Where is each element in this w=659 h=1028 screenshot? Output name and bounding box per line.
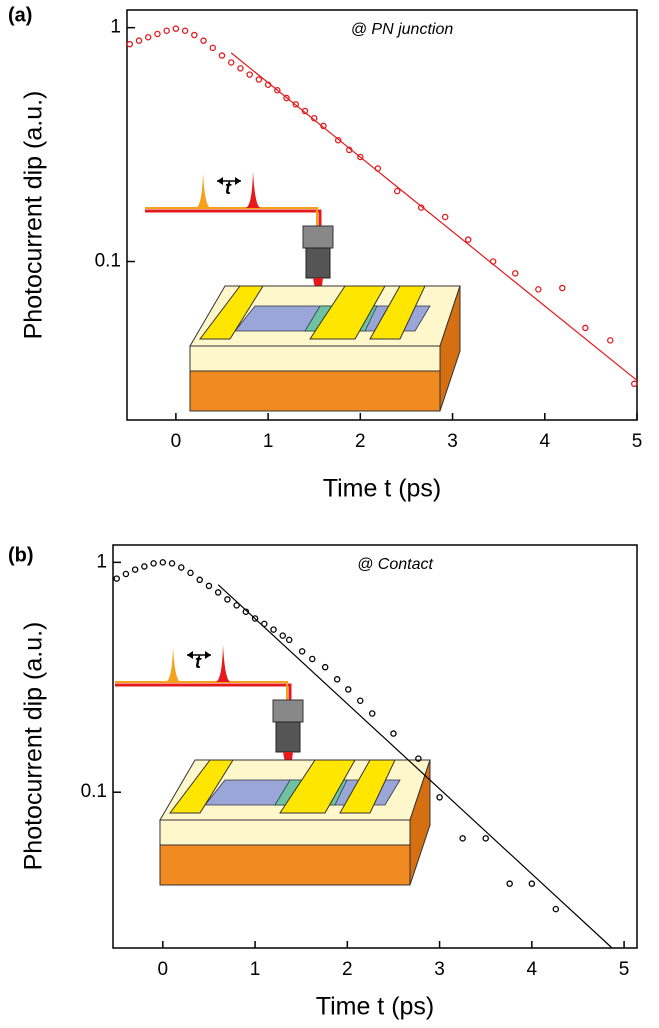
- data-point: [146, 35, 151, 40]
- x-tick-label: 3: [447, 431, 458, 452]
- data-point: [583, 325, 588, 330]
- panel-label: (a): [8, 4, 32, 26]
- data-point: [553, 907, 558, 912]
- data-point: [536, 287, 541, 292]
- data-point: [136, 38, 141, 43]
- data-point: [197, 577, 202, 582]
- data-point: [287, 637, 292, 642]
- data-point: [507, 881, 512, 886]
- data-point: [192, 32, 197, 37]
- data-point: [460, 836, 465, 841]
- plot-frame: [113, 545, 637, 948]
- data-point: [335, 677, 340, 682]
- data-point: [437, 795, 442, 800]
- y-axis-label: Photocurrent dip (a.u.): [20, 622, 48, 871]
- y-axis-label: Photocurrent dip (a.u.): [20, 91, 48, 340]
- panel-label: (b): [8, 544, 34, 566]
- data-point: [133, 567, 138, 572]
- data-point: [114, 576, 119, 581]
- data-point: [219, 53, 224, 58]
- data-point: [271, 627, 276, 632]
- x-tick-label: 0: [171, 431, 182, 452]
- data-point: [160, 560, 165, 565]
- data-point: [164, 28, 169, 33]
- x-tick-label: 3: [434, 959, 445, 980]
- data-point: [206, 583, 211, 588]
- data-point: [183, 28, 188, 33]
- x-tick-label: 2: [342, 959, 353, 980]
- data-point: [201, 38, 206, 43]
- inset-illustration: [115, 645, 430, 885]
- data-point: [560, 285, 565, 290]
- data-point: [127, 42, 132, 47]
- data-point: [151, 561, 156, 566]
- y-tick-label: 0.1: [95, 251, 121, 272]
- data-point: [346, 687, 351, 692]
- data-point: [608, 338, 613, 343]
- annotation: @ PN junction: [351, 21, 454, 38]
- data-point: [155, 31, 160, 36]
- y-tick-label: 1: [110, 17, 121, 38]
- data-point: [179, 565, 184, 570]
- data-point: [229, 60, 234, 65]
- data-point: [238, 66, 243, 71]
- data-point: [310, 656, 315, 661]
- x-tick-label: 4: [527, 959, 538, 980]
- x-tick-label: 5: [632, 431, 643, 452]
- data-point: [256, 77, 261, 82]
- data-point: [483, 836, 488, 841]
- x-tick-label: 5: [619, 959, 630, 980]
- data-point: [216, 590, 221, 595]
- data-point: [280, 633, 285, 638]
- x-tick-label: 0: [158, 959, 169, 980]
- x-tick-label: 2: [355, 431, 366, 452]
- data-point: [210, 45, 215, 50]
- data-point: [247, 72, 252, 77]
- data-point: [370, 711, 375, 716]
- inset-illustration: [145, 171, 460, 411]
- data-point: [123, 571, 128, 576]
- data-point: [443, 214, 448, 219]
- y-tick-label: 0.1: [81, 781, 107, 802]
- x-axis-label: Time t (ps): [323, 475, 442, 503]
- data-point: [391, 731, 396, 736]
- figure: 0 1 2 3 4 5 1 0.1 (a) @ PN junction t Time t (ps) Ph…: [0, 0, 659, 1028]
- inset-label: t: [225, 178, 232, 198]
- x-tick-label: 1: [250, 959, 261, 980]
- data-point: [225, 597, 230, 602]
- x-axis-label: Time t (ps): [316, 993, 435, 1021]
- data-point: [173, 26, 178, 31]
- data-point: [169, 561, 174, 566]
- x-tick-label: 1: [263, 431, 274, 452]
- y-tick-label: 1: [96, 551, 107, 572]
- data-point: [529, 881, 534, 886]
- data-point: [466, 237, 471, 242]
- data-point: [632, 381, 637, 386]
- data-point: [188, 570, 193, 575]
- inset-label: t: [195, 652, 202, 672]
- data-point: [513, 271, 518, 276]
- data-point: [300, 649, 305, 654]
- annotation: @ Contact: [357, 556, 433, 573]
- data-point: [395, 189, 400, 194]
- data-point: [142, 564, 147, 569]
- x-tick-label: 4: [539, 431, 550, 452]
- data-point: [358, 698, 363, 703]
- data-point: [323, 665, 328, 670]
